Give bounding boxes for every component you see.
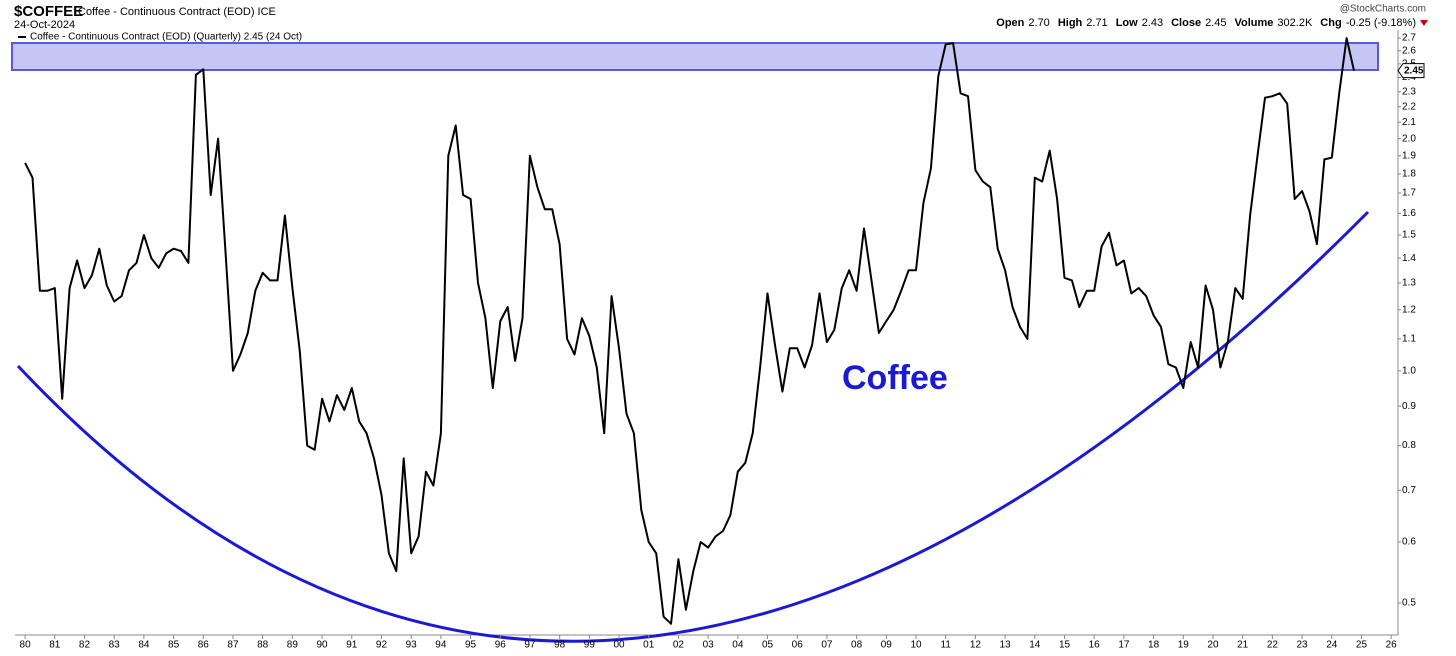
x-tick-label: 03 <box>703 640 715 651</box>
price-line <box>24 37 1355 625</box>
x-tick-label: 82 <box>79 640 91 651</box>
x-tick-label: 11 <box>941 640 952 651</box>
x-tick-label: 20 <box>1207 640 1219 651</box>
y-tick-label: 1.1 <box>1402 334 1416 345</box>
x-tick-label: 90 <box>317 640 329 651</box>
x-tick-label: 81 <box>49 640 61 651</box>
x-tick-label: 06 <box>792 640 804 651</box>
y-tick-label: 1.3 <box>1402 278 1416 289</box>
y-tick-label: 1.8 <box>1402 169 1416 180</box>
x-tick-label: 16 <box>1089 640 1101 651</box>
y-tick-label: 2.0 <box>1402 133 1416 144</box>
x-tick-label: 17 <box>1118 640 1130 651</box>
quote-label: Open <box>996 17 1024 29</box>
quote-value: 2.45 <box>1205 17 1226 29</box>
x-tick-label: 13 <box>1000 640 1012 651</box>
last-value-tag <box>1397 63 1425 79</box>
annotation: Coffee <box>842 359 948 397</box>
y-tick-label: 0.6 <box>1402 537 1416 548</box>
down-arrow <box>1420 20 1428 26</box>
x-tick-label: 19 <box>1178 640 1190 651</box>
legend-label: Coffee - Continuous Contract (EOD) (Quar… <box>30 32 302 43</box>
chart-subtitle: Coffee - Continuous Contract (EOD) ICE <box>78 6 276 18</box>
x-tick-label: 12 <box>970 640 982 651</box>
x-tick-label: 08 <box>851 640 863 651</box>
y-tick-label: 0.7 <box>1402 485 1416 496</box>
y-tick-label: 1.4 <box>1402 253 1416 264</box>
x-tick-label: 94 <box>435 640 447 651</box>
x-tick-label: 21 <box>1237 640 1249 651</box>
x-tick-label: 04 <box>732 640 744 651</box>
y-tick-label: 2.7 <box>1402 33 1416 44</box>
x-tick-label: 89 <box>287 640 299 651</box>
y-tick-label: 1.6 <box>1402 208 1416 219</box>
source: @StockCharts.com <box>1340 4 1426 15</box>
x-tick-label: 26 <box>1386 640 1398 651</box>
quote-value: 2.43 <box>1142 17 1163 29</box>
x-tick-label: 09 <box>881 640 893 651</box>
x-tick-label: 25 <box>1356 640 1368 651</box>
quote-value: -0.25 (-9.18%) <box>1346 17 1416 29</box>
x-tick-label: 87 <box>227 640 239 651</box>
x-tick-label: 99 <box>584 640 596 651</box>
last-value-label: 2.45 <box>1404 65 1424 76</box>
x-tick-label: 02 <box>673 640 685 651</box>
x-tick-label: 96 <box>495 640 507 651</box>
quote-label: Close <box>1171 17 1201 29</box>
y-tick-label: 1.5 <box>1402 230 1416 241</box>
quote-label: Volume <box>1235 17 1274 29</box>
y-tick-label: 1.0 <box>1402 365 1416 376</box>
x-tick-label: 84 <box>138 640 150 651</box>
x-tick-label: 10 <box>910 640 922 651</box>
quote-label: Chg <box>1320 17 1341 29</box>
x-tick-label: 85 <box>168 640 180 651</box>
x-tick-label: 05 <box>762 640 774 651</box>
quote-value: 2.70 <box>1028 17 1049 29</box>
y-tick-label: 1.9 <box>1402 150 1416 161</box>
x-tick-label: 00 <box>613 640 625 651</box>
y-tick-label: 0.9 <box>1402 401 1416 412</box>
x-tick-label: 83 <box>109 640 121 651</box>
y-tick-label: 2.3 <box>1402 86 1416 97</box>
x-tick-label: 88 <box>257 640 269 651</box>
y-tick-label: 1.7 <box>1402 188 1416 199</box>
x-tick-label: 14 <box>1029 640 1041 651</box>
y-tick-label: 2.1 <box>1402 117 1416 128</box>
x-tick-label: 91 <box>346 640 358 651</box>
x-tick-label: 97 <box>524 640 536 651</box>
x-tick-label: 92 <box>376 640 388 651</box>
x-tick-label: 86 <box>198 640 210 651</box>
quote-label: Low <box>1116 17 1138 29</box>
y-tick-label: 2.6 <box>1402 45 1416 56</box>
x-tick-label: 23 <box>1297 640 1309 651</box>
x-tick-label: 24 <box>1326 640 1338 651</box>
x-tick-label: 07 <box>821 640 833 651</box>
y-tick-label: 2.2 <box>1402 101 1416 112</box>
x-tick-label: 18 <box>1148 640 1160 651</box>
y-tick-label: 0.5 <box>1402 598 1416 609</box>
y-tick-label: 0.8 <box>1402 440 1416 451</box>
x-tick-label: 15 <box>1059 640 1071 651</box>
resistance-band <box>11 42 1379 71</box>
x-tick-label: 01 <box>643 640 655 651</box>
chart-date: 24-Oct-2024 <box>14 19 75 31</box>
x-tick-label: 22 <box>1267 640 1279 651</box>
quote-label: High <box>1058 17 1083 29</box>
trend-curve <box>16 210 1370 643</box>
x-tick-label: 98 <box>554 640 566 651</box>
quote-value: 302.2K <box>1277 17 1313 29</box>
x-tick-label: 95 <box>465 640 477 651</box>
x-tick-label: 93 <box>406 640 418 651</box>
quote-value: 2.71 <box>1086 17 1107 29</box>
y-tick-label: 1.2 <box>1402 304 1416 315</box>
chart-title: $COFFEE <box>14 3 83 20</box>
x-tick-label: 80 <box>20 640 32 651</box>
